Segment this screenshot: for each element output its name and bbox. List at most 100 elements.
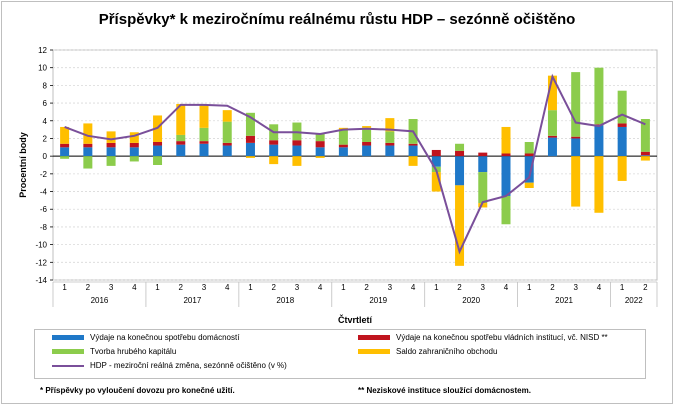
legend-label: Saldo zahraničního obchodu (396, 347, 498, 356)
bar-segment (501, 156, 511, 196)
y-tick-label: -4 (40, 188, 48, 197)
bar-segment (362, 127, 372, 142)
bar-segment (501, 153, 511, 157)
y-tick-label: -10 (35, 241, 47, 250)
legend-item: Tvorba hrubého kapitálu (52, 347, 176, 356)
bar-segment (408, 156, 418, 166)
legend-label: Výdaje na konečnou spotřebu vládních ins… (396, 333, 608, 342)
bar-segment (431, 149, 441, 157)
bar-segment (269, 156, 279, 165)
legend (34, 329, 646, 379)
bar-segment (292, 156, 302, 166)
bar-segment (245, 156, 255, 158)
year-label: 2017 (183, 296, 201, 305)
bar-segment (594, 124, 604, 126)
legend-swatch (358, 349, 390, 354)
bar-segment (176, 144, 186, 157)
x-tick-label: 3 (295, 283, 300, 292)
y-tick-label: 4 (43, 117, 48, 126)
bar-segment (455, 185, 465, 266)
legend-label: HDP - meziroční reálná změna, sezónně oč… (90, 361, 287, 370)
bar-segment (455, 156, 465, 186)
bar-segment (153, 142, 163, 146)
bar-segment (501, 195, 511, 225)
y-tick-label: -8 (40, 223, 48, 232)
bar-segment (362, 126, 372, 128)
bar-segment (176, 134, 186, 142)
gdp-line (64, 73, 646, 255)
bar-segment (478, 172, 488, 204)
x-tick-label: 2 (550, 283, 555, 292)
y-tick-label: 12 (38, 46, 47, 55)
bar-segment (222, 121, 232, 143)
x-tick-label: 2 (271, 283, 276, 292)
x-tick-label: 1 (62, 283, 67, 292)
bar-segment (385, 131, 395, 143)
bar-segment (129, 147, 139, 157)
bar-segment (153, 156, 163, 165)
bar-segment (385, 145, 395, 157)
bar-segment (292, 145, 302, 157)
year-label: 2016 (91, 296, 109, 305)
legend-item: Saldo zahraničního obchodu (358, 347, 497, 356)
x-tick-label: 1 (155, 283, 160, 292)
x-tick-label: 4 (411, 283, 416, 292)
x-tick-label: 2 (179, 283, 184, 292)
bar-segment (60, 143, 70, 148)
year-label: 2021 (555, 296, 573, 305)
bar-segment (269, 140, 279, 145)
bar-segment (129, 156, 139, 162)
legend-item: Výdaje na konečnou spotřebu domácností (52, 333, 239, 342)
bar-segment (478, 152, 488, 157)
bar-segment (547, 110, 557, 136)
bar-segment (245, 135, 255, 143)
bar-segment (617, 123, 627, 127)
bar-segment (199, 141, 209, 144)
bar-segment (617, 126, 627, 157)
bar-segment (106, 147, 116, 157)
bar-segment (524, 153, 534, 157)
bar-segment (408, 143, 418, 146)
x-tick-label: 1 (434, 283, 439, 292)
legend-swatch (52, 335, 84, 340)
bar-segment (594, 156, 604, 213)
bar-segment (129, 132, 139, 143)
bar-segment (640, 151, 650, 156)
bar-segment (408, 145, 418, 157)
bar-segment (547, 137, 557, 157)
x-tick-label: 4 (597, 283, 602, 292)
bar-segment (362, 142, 372, 146)
bar-segment (292, 140, 302, 146)
x-axis-label: Čtvrtletí (338, 314, 373, 325)
legend-item: Výdaje na konečnou spotřebu vládních ins… (358, 333, 608, 342)
bar-segment (547, 75, 557, 111)
bar-segment (60, 156, 70, 159)
bar-segment (338, 130, 348, 145)
x-tick-label: 4 (225, 283, 230, 292)
y-tick-label: 10 (38, 64, 47, 73)
bar-segment (640, 156, 650, 161)
y-tick-label: -14 (35, 276, 47, 285)
bar-segment (362, 145, 372, 157)
x-tick-label: 3 (573, 283, 578, 292)
y-tick-label: 6 (43, 99, 48, 108)
bar-segment (106, 156, 116, 166)
bar-segment (199, 143, 209, 157)
bar-segment (338, 144, 348, 148)
bar-segment (617, 90, 627, 124)
x-tick-label: 1 (527, 283, 532, 292)
y-tick-label: 2 (43, 134, 48, 143)
x-tick-label: 4 (318, 283, 323, 292)
bar-segment (60, 147, 70, 157)
legend-item: HDP - meziroční reálná změna, sezónně oč… (52, 361, 287, 370)
bar-segment (571, 138, 581, 157)
bar-segment (478, 156, 488, 173)
bar-segment (455, 143, 465, 151)
bar-segment (594, 67, 604, 125)
legend-label: Tvorba hrubého kapitálu (90, 347, 177, 356)
bar-segment (315, 134, 325, 142)
bar-segment (199, 104, 209, 128)
bar-segment (524, 156, 534, 183)
y-tick-label: -12 (35, 258, 47, 267)
